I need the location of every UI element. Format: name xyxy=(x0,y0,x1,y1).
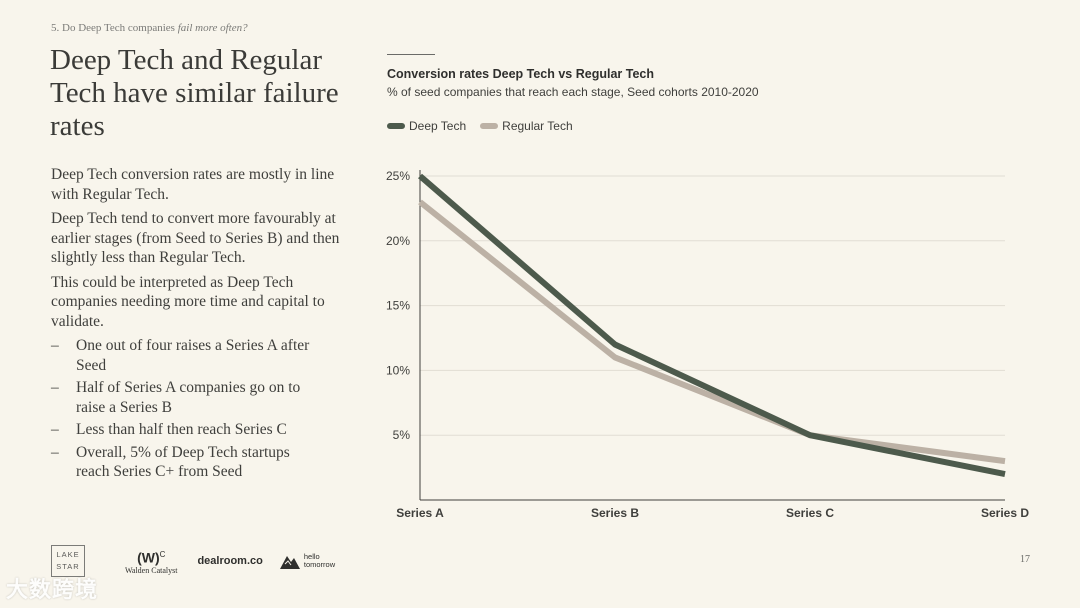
section-breadcrumb: 5. Do Deep Tech companies fail more ofte… xyxy=(51,22,248,34)
legend-item-regular-tech: Regular Tech xyxy=(480,119,573,133)
x-tick-label: Series D xyxy=(981,506,1029,520)
series-line-regular-tech xyxy=(418,199,1006,465)
series-line-deep-tech xyxy=(418,173,1006,478)
partner-logos: LAKE STAR (W)C Walden Catalyst dealroom.… xyxy=(51,544,335,578)
body-text: Deep Tech conversion rates are mostly in… xyxy=(51,165,361,485)
list-item-text: Overall, 5% of Deep Tech startups reach … xyxy=(76,443,290,481)
lake-star-logo-line: LAKE xyxy=(56,550,80,559)
walden-mark-text: (W) xyxy=(137,549,160,566)
page-number: 17 xyxy=(1020,554,1030,565)
y-tick-label: 20% xyxy=(386,234,410,248)
list-item: – Overall, 5% of Deep Tech startups reach… xyxy=(51,443,326,482)
x-tick-label: Series B xyxy=(591,506,639,520)
y-tick-label: 10% xyxy=(386,363,410,377)
section-label-italic: fail more often? xyxy=(177,22,248,34)
y-tick-label: 25% xyxy=(386,169,410,183)
list-item: – Half of Series A companies go on to rai… xyxy=(51,378,326,417)
page-title: Deep Tech and Regular Tech have similar … xyxy=(50,44,339,142)
walden-mark-sup: C xyxy=(159,550,166,560)
walden-catalyst-logo: (W)C Walden Catalyst xyxy=(125,547,177,575)
legend-label-regular-tech: Regular Tech xyxy=(502,119,573,133)
section-label: 5. Do Deep Tech companies xyxy=(51,22,178,34)
walden-catalyst-name: Walden Catalyst xyxy=(125,565,178,575)
list-item: – Less than half then reach Series C xyxy=(51,420,326,440)
chart-title: Conversion rates Deep Tech vs Regular Te… xyxy=(387,67,654,81)
lake-star-logo: LAKE STAR xyxy=(51,545,85,577)
bullet-marker: – xyxy=(51,379,59,396)
paragraph: Deep Tech conversion rates are mostly in… xyxy=(51,166,335,203)
list-item-text: One out of four raises a Series A after … xyxy=(76,337,310,374)
list-item-text: Less than half then reach Series C xyxy=(76,421,287,438)
legend-swatch-regular-tech xyxy=(480,123,499,129)
legend-swatch-deep-tech xyxy=(387,123,405,129)
list-item-text: Half of Series A companies go on to rais… xyxy=(76,379,301,416)
y-tick-label: 5% xyxy=(393,428,411,442)
watermark: 大数跨境 xyxy=(6,578,99,603)
legend-label-deep-tech: Deep Tech xyxy=(409,119,467,133)
bullet-list: – One out of four raises a Series A after… xyxy=(51,336,361,482)
paragraph: Deep Tech tend to convert more favourabl… xyxy=(51,210,340,266)
dealroom-logo: dealroom.co xyxy=(197,555,263,567)
x-tick-label: Series C xyxy=(786,506,834,520)
x-tick-label: Series A xyxy=(396,506,444,520)
y-tick-label: 15% xyxy=(386,299,410,313)
bullet-marker: – xyxy=(51,421,59,438)
lake-star-logo-line: STAR xyxy=(56,562,80,571)
hello-tomorrow-icon xyxy=(279,556,300,569)
walden-catalyst-mark: (W)C xyxy=(137,547,165,566)
bullet-marker: – xyxy=(51,443,59,461)
bullet-marker: – xyxy=(51,337,59,354)
list-item: – One out of four raises a Series A after… xyxy=(51,336,326,375)
hello-tomorrow-line: hello xyxy=(303,552,320,561)
hello-tomorrow-logo: hello tomorrow xyxy=(279,552,335,570)
paragraph: This could be interpreted as Deep Tech c… xyxy=(51,273,325,330)
hello-tomorrow-line: tomorrow xyxy=(303,560,336,569)
chart-title-rule xyxy=(387,54,435,55)
legend-item-deep-tech: Deep Tech xyxy=(387,119,466,133)
chart-subtitle: % of seed companies that reach each stag… xyxy=(387,85,759,99)
chart-legend: Deep Tech Regular Tech xyxy=(387,119,587,133)
